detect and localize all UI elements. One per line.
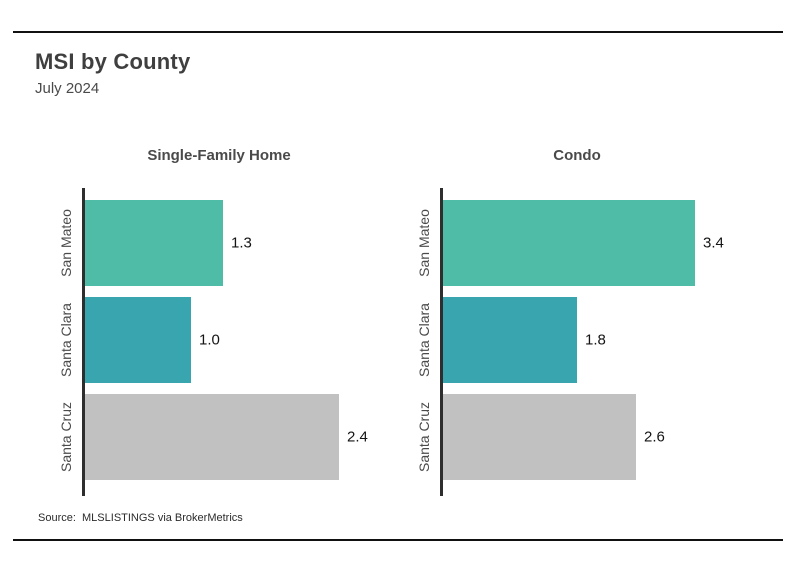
bar-santa-cruz xyxy=(443,394,636,480)
value-label-santa-cruz: 2.4 xyxy=(347,428,368,446)
bottom-divider xyxy=(13,539,783,541)
category-label-santa-cruz: Santa Cruz xyxy=(416,401,432,473)
category-label-santa-cruz: Santa Cruz xyxy=(58,401,74,473)
value-label-santa-clara: 1.8 xyxy=(585,331,606,349)
bar-santa-cruz xyxy=(85,394,339,480)
chart-title-condo: Condo xyxy=(553,147,601,164)
y-axis-line xyxy=(82,188,85,496)
category-label-san-mateo: San Mateo xyxy=(58,209,74,277)
chart-panel-single-family-home: Single-Family Home San Mateo 1.3 Santa Cla… xyxy=(30,147,430,517)
chart-panel-condo: Condo San Mateo 3.4 Santa Clara 1.8 Santa Cr… xyxy=(388,147,788,517)
category-label-santa-clara: Santa Clara xyxy=(416,303,432,377)
bar-santa-clara xyxy=(443,297,577,383)
source-note: Source: MLSLISTINGS via BrokerMetrics xyxy=(38,512,243,524)
y-axis-line xyxy=(440,188,443,496)
bar-san-mateo xyxy=(85,200,223,286)
bar-san-mateo xyxy=(443,200,695,286)
page-title: MSI by County xyxy=(35,49,191,74)
value-label-san-mateo: 3.4 xyxy=(703,234,724,252)
value-label-santa-clara: 1.0 xyxy=(199,331,220,349)
category-label-san-mateo: San Mateo xyxy=(416,209,432,277)
page-subtitle: July 2024 xyxy=(35,80,100,97)
category-label-santa-clara: Santa Clara xyxy=(58,303,74,377)
bar-santa-clara xyxy=(85,297,191,383)
value-label-san-mateo: 1.3 xyxy=(231,234,252,252)
value-label-santa-cruz: 2.6 xyxy=(644,428,665,446)
top-divider xyxy=(13,31,783,33)
chart-title-single-family-home: Single-Family Home xyxy=(147,147,291,164)
